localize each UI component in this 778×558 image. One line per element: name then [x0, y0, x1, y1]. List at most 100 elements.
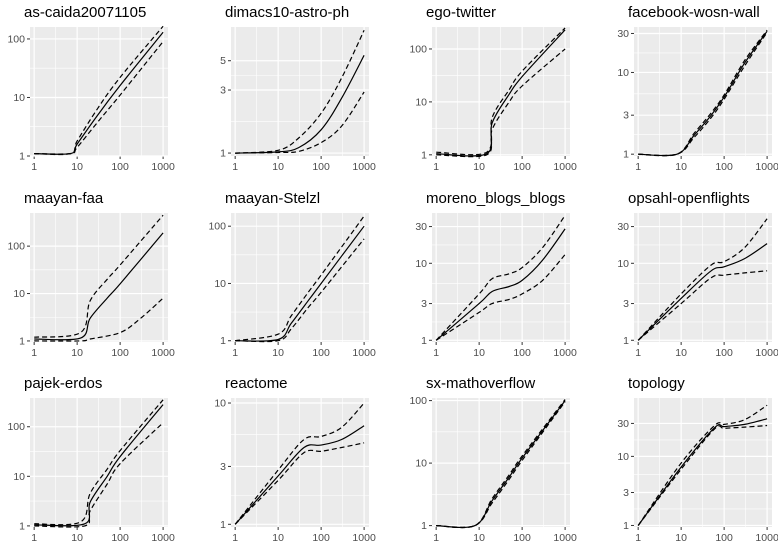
x-tick-label: 100	[111, 161, 129, 173]
x-tick-label: 1	[232, 161, 238, 173]
x-tick-label: 10	[71, 532, 83, 544]
x-tick-label: 100	[513, 161, 531, 173]
x-tick-label: 1000	[755, 161, 778, 173]
y-tick-label: 3	[623, 487, 629, 499]
y-tick-label: 10	[13, 288, 25, 300]
series-line-dashed	[435, 214, 566, 341]
series-line-dashed	[34, 214, 164, 338]
series-line-dashed	[234, 402, 365, 525]
x-tick-label: 1000	[553, 161, 577, 173]
y-tick-label: 100	[409, 395, 427, 407]
x-tick-label: 1	[433, 532, 439, 544]
series-line-dashed	[435, 254, 566, 341]
y-tick-label: 5	[220, 55, 226, 67]
series-line-solid	[234, 425, 365, 525]
panel-title: sx-mathoverflow	[426, 375, 535, 392]
x-tick-label: 1000	[151, 347, 175, 359]
y-tick-label: 30	[617, 418, 629, 430]
y-tick-label: 1	[19, 335, 25, 347]
x-tick-label: 10	[473, 532, 485, 544]
panel-background	[231, 213, 369, 342]
series-line-dashed	[637, 218, 768, 341]
y-tick-label: 1	[220, 519, 226, 531]
y-tick-label: 10	[214, 398, 226, 410]
x-tick-label: 1000	[755, 532, 778, 544]
panel-background	[634, 398, 772, 527]
y-tick-label: 3	[623, 110, 629, 122]
panel-5: maayan-Stelzl 1 10 100 1000 1 10 100	[208, 190, 375, 359]
panel-2: ego-twitter 1 10 100 1000 1 10 100	[409, 4, 576, 173]
panel-background	[231, 398, 369, 527]
x-tick-label: 100	[513, 532, 531, 544]
panel-6: moreno_blogs_blogs 1 10 100 1000 1 3 10 30	[415, 190, 577, 359]
panel-title: pajek-erdos	[24, 375, 102, 392]
panel-title: moreno_blogs_blogs	[426, 190, 565, 207]
y-tick-label: 1	[623, 149, 629, 161]
panel-background	[30, 398, 168, 527]
panel-title: maayan-Stelzl	[225, 190, 320, 207]
x-tick-label: 1	[232, 347, 238, 359]
panel-0: as-caida20071105 1 10 100 1000 1 10 100	[7, 4, 174, 173]
y-tick-label: 1	[220, 148, 226, 160]
x-tick-label: 1	[635, 532, 641, 544]
x-tick-label: 100	[111, 347, 129, 359]
x-tick-label: 1	[31, 532, 37, 544]
x-tick-label: 10	[473, 161, 485, 173]
x-tick-label: 1000	[553, 347, 577, 359]
x-tick-label: 1	[31, 161, 37, 173]
series-line-solid	[34, 232, 164, 341]
x-tick-label: 1000	[352, 161, 376, 173]
panel-background	[634, 27, 772, 156]
panel-title: topology	[628, 375, 685, 392]
x-tick-label: 100	[513, 347, 531, 359]
y-tick-label: 10	[415, 96, 427, 108]
series-line-dashed	[34, 422, 164, 528]
y-tick-label: 100	[7, 33, 25, 45]
y-tick-label: 3	[421, 298, 427, 310]
y-tick-label: 1	[421, 149, 427, 161]
y-tick-label: 1	[421, 335, 427, 347]
series-line-solid	[637, 418, 768, 526]
x-tick-label: 1	[635, 161, 641, 173]
series-line-dashed	[34, 297, 164, 342]
y-tick-label: 1	[19, 151, 25, 163]
panel-8: pajek-erdos 1 10 100 1000 1 10 100	[7, 375, 174, 544]
y-tick-label: 10	[214, 278, 226, 290]
y-tick-label: 100	[7, 421, 25, 433]
panel-7: opsahl-openflights 1 10 100 1000 1 3 10 30	[617, 190, 778, 359]
y-tick-label: 1	[220, 335, 226, 347]
panel-3: facebook-wosn-wall 1 10 100 1000 1 3 10 30	[617, 4, 778, 173]
x-tick-label: 10	[675, 532, 687, 544]
x-tick-label: 100	[715, 532, 733, 544]
y-tick-label: 30	[617, 221, 629, 233]
series-line-solid	[638, 30, 768, 157]
series-line-dashed	[638, 29, 768, 157]
x-tick-label: 1000	[352, 347, 376, 359]
x-tick-label: 1	[31, 347, 37, 359]
y-tick-label: 1	[623, 335, 629, 347]
y-tick-label: 30	[617, 28, 629, 40]
panel-background	[30, 27, 168, 156]
series-line-dashed	[638, 31, 768, 157]
x-tick-label: 1000	[151, 161, 175, 173]
y-tick-label: 1	[623, 520, 629, 532]
y-tick-label: 3	[220, 85, 226, 97]
y-tick-label: 3	[623, 298, 629, 310]
series-line-solid	[435, 228, 566, 341]
series-line-solid	[436, 29, 566, 157]
series-line-dashed	[34, 399, 164, 526]
y-tick-label: 10	[617, 451, 629, 463]
panel-title: opsahl-openflights	[628, 190, 750, 207]
series-line-solid	[235, 225, 365, 342]
series-line-dashed	[235, 30, 365, 154]
y-tick-label: 10	[415, 458, 427, 470]
x-tick-label: 1000	[553, 532, 577, 544]
panel-title: reactome	[225, 375, 288, 392]
x-tick-label: 1000	[151, 532, 175, 544]
y-tick-label: 1	[19, 520, 25, 532]
y-tick-label: 10	[415, 258, 427, 270]
x-tick-label: 100	[111, 532, 129, 544]
x-tick-label: 100	[312, 347, 330, 359]
y-tick-label: 100	[208, 221, 226, 233]
